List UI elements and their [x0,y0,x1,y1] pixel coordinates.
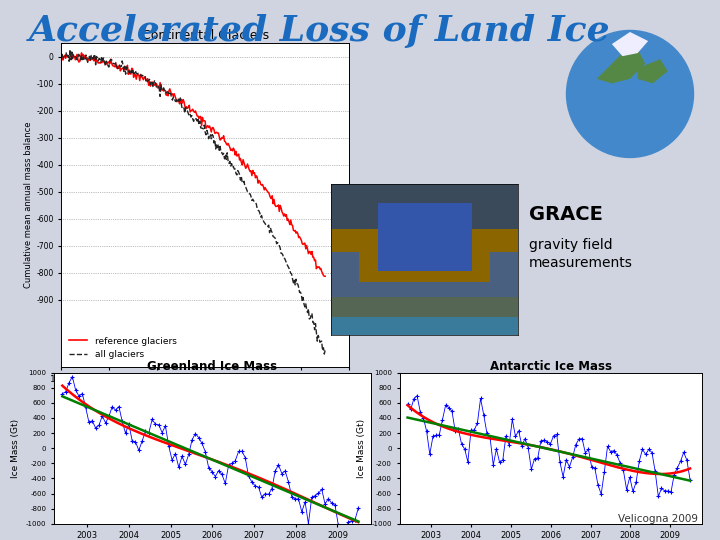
all glaciers [280,255,289,261]
Text: Velicogna 2009: Velicogna 2009 [618,514,698,524]
Bar [490,229,518,252]
reference glaciers [214,130,222,136]
Title: Greenland Ice Mass: Greenland Ice Mass [148,360,277,373]
all glaciers [57,51,66,58]
Circle shape [567,30,693,158]
Y-axis label: Ice Mass (Gt): Ice Mass (Gt) [357,418,366,478]
Line: all glaciers: all glaciers [61,50,325,354]
Bar [331,297,518,335]
Line: reference glaciers: reference glaciers [61,53,325,276]
reference glaciers [215,133,224,140]
all glaciers [215,147,224,153]
all glaciers [220,150,228,157]
Title: Antarctic Ice Mass: Antarctic Ice Mass [490,360,612,373]
all glaciers [320,351,328,357]
reference glaciers [297,237,306,244]
Bar [378,203,472,271]
all glaciers [214,141,222,147]
Text: GRACE: GRACE [529,205,603,224]
Bar [331,244,518,327]
all glaciers [66,46,74,53]
reference glaciers [220,132,228,139]
all glaciers [297,291,306,298]
Title: Continental Glaciers: Continental Glaciers [142,29,269,42]
reference glaciers [58,52,66,58]
all glaciers [321,347,330,353]
reference glaciers [321,273,330,280]
reference glaciers [77,50,86,56]
Legend: reference glaciers, all glaciers: reference glaciers, all glaciers [66,333,180,363]
Bar [331,316,518,335]
Bar [331,229,359,252]
Polygon shape [638,59,668,83]
reference glaciers [280,211,289,217]
reference glaciers [57,51,66,57]
Y-axis label: Ice Mass (Gt): Ice Mass (Gt) [12,418,20,478]
Bar [359,229,490,282]
Text: gravity field
measurements: gravity field measurements [529,238,633,270]
Text: Accelerated Loss of Land Ice: Accelerated Loss of Land Ice [29,14,611,48]
Polygon shape [612,32,648,56]
Y-axis label: Cumulative mean annual mass balance: Cumulative mean annual mass balance [24,122,33,288]
all glaciers [58,51,66,58]
Polygon shape [597,49,645,83]
